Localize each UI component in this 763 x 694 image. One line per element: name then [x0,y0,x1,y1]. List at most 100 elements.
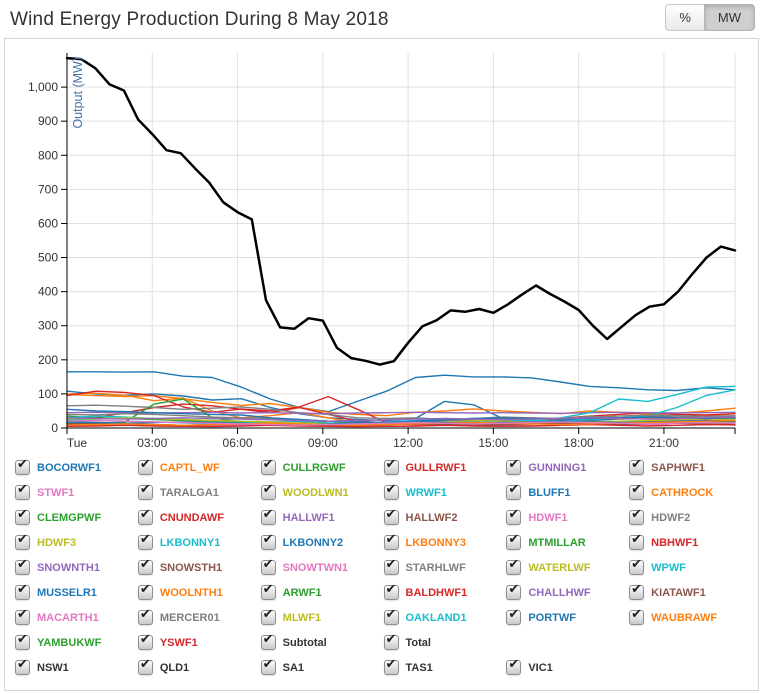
legend-checkbox-cathrock[interactable] [629,481,645,500]
legend-checkbox-hallwf2[interactable] [383,506,399,525]
farm-line-pink-2 [66,419,736,426]
legend-checkbox-yambukwf[interactable] [15,631,30,650]
legend-checkbox-yswf1[interactable] [137,631,153,650]
legend-item-kiatawf1: KIATAWF1 [629,581,750,603]
legend-checkbox-stwf1[interactable] [15,481,30,500]
legend-checkbox-saphwf1[interactable] [629,456,645,475]
y-tick-label: 1,000 [28,80,58,94]
legend-checkbox-musselr1[interactable] [15,581,30,600]
legend-label: WAUBRAWF [651,611,718,624]
wind-production-chart[interactable]: 0 100 200 300 400 500 600 700 800 900 1,000 Tue 03:0… [5,39,758,453]
x-tick-label: 12:00 [393,436,423,450]
legend-label: GUNNING1 [528,461,587,474]
farm-line-purple-1 [66,411,736,415]
legend-item-gunning1: GUNNING1 [506,456,627,478]
x-tick-label: 18:00 [564,436,594,450]
page-title: Wind Energy Production During 8 May 2018 [10,9,389,30]
legend-label: STWF1 [37,486,75,499]
legend-checkbox-total[interactable] [383,631,399,650]
legend-checkbox-captl_wf[interactable] [137,456,153,475]
legend-checkbox-wpwf[interactable] [629,556,645,575]
legend-checkbox-nbhwf1[interactable] [629,531,645,550]
legend-label: STARHLWF [405,561,466,574]
legend-item-snowtwn1: SNOWTWN1 [260,556,382,578]
legend-checkbox-mercer01[interactable] [137,606,153,625]
legend-item-snowsth1: SNOWSTH1 [137,556,259,578]
legend-checkbox-lkbonny2[interactable] [260,531,276,550]
legend-checkbox-lkbonny1[interactable] [137,531,153,550]
legend-checkbox-oakland1[interactable] [383,606,399,625]
legend-item-taralga1: TARALGA1 [137,481,259,503]
legend-label: VIC1 [528,661,553,674]
legend-checkbox-cnundawf[interactable] [137,506,153,525]
legend-label: HALLWF2 [405,511,458,524]
legend-checkbox-nsw1[interactable] [15,656,30,675]
legend-checkbox-mtmillar[interactable] [506,531,522,550]
legend-checkbox-starhlwf[interactable] [383,556,399,575]
legend-checkbox-wrwf1[interactable] [383,481,399,500]
legend-checkbox-hallwf1[interactable] [260,506,276,525]
legend-checkbox-gullrwf1[interactable] [383,456,399,475]
legend-spacer [629,632,750,653]
legend-label: YSWF1 [159,636,198,649]
legend-checkbox-vic1[interactable] [506,656,522,675]
legend-checkbox-snowsth1[interactable] [137,556,153,575]
legend-checkbox-sa1[interactable] [260,656,276,675]
farm-line-purple-2 [66,416,736,422]
percent-toggle-button[interactable]: % [665,4,704,31]
legend-checkbox-clemgpwf[interactable] [15,506,30,525]
legend-checkbox-macarth1[interactable] [15,606,30,625]
legend-label: YAMBUKWF [37,636,102,649]
legend-checkbox-subtotal[interactable] [260,631,276,650]
legend-checkbox-challhwf[interactable] [506,581,522,600]
legend-checkbox-baldhwf1[interactable] [383,581,399,600]
legend-checkbox-bluff1[interactable] [506,481,522,500]
legend-checkbox-qld1[interactable] [137,656,153,675]
legend-item-mtmillar: MTMILLAR [506,531,627,553]
y-tick-label: 700 [38,182,58,196]
legend-checkbox-hdwf3[interactable] [15,531,30,550]
legend-checkbox-waterlwf[interactable] [506,556,522,575]
legend-item-saphwf1: SAPHWF1 [629,456,750,478]
legend-label: WATERLWF [528,561,591,574]
legend-checkbox-tas1[interactable] [383,656,399,675]
legend-label: Total [405,636,431,649]
legend-checkbox-arwf1[interactable] [260,581,276,600]
legend-item-woolnth1: WOOLNTH1 [137,581,259,603]
x-tick-label: 15:00 [478,436,508,450]
mw-toggle-button[interactable]: MW [703,4,755,31]
legend-checkbox-woodlwn1[interactable] [260,481,276,500]
x-tick-label: 03:00 [137,436,167,450]
legend-checkbox-bocorwf1[interactable] [15,456,30,475]
legend-checkbox-snowtwn1[interactable] [260,556,276,575]
legend-item-challhwf: CHALLHWF [506,581,627,603]
legend-item-mlwf1: MLWF1 [260,606,382,628]
x-tick-label: 09:00 [308,436,338,450]
legend-item-arwf1: ARWF1 [260,581,382,603]
legend-label: MUSSELR1 [37,586,97,599]
legend-item-cathrock: CATHROCK [629,481,750,503]
legend-checkbox-mlwf1[interactable] [260,606,276,625]
legend-checkbox-lkbonny3[interactable] [383,531,399,550]
legend-checkbox-taralga1[interactable] [137,481,153,500]
legend-label: SA1 [282,661,305,674]
legend-checkbox-waubrawf[interactable] [629,606,645,625]
farm-line-red-3 [66,423,736,428]
legend-checkbox-gunning1[interactable] [506,456,522,475]
legend-checkbox-cullrgwf[interactable] [260,456,276,475]
legend-item-lkbonny2: LKBONNY2 [260,531,382,553]
legend-checkbox-kiatawf1[interactable] [629,581,645,600]
legend-checkbox-hdwf1[interactable] [506,506,522,525]
legend-label: HDWF2 [651,511,691,524]
legend-checkbox-snownth1[interactable] [15,556,30,575]
legend-checkbox-hdwf2[interactable] [629,506,645,525]
legend-checkbox-woolnth1[interactable] [137,581,153,600]
legend-item-yswf1: YSWF1 [137,631,259,653]
legend-item-hallwf1: HALLWF1 [260,506,382,528]
x-tick-label: Tue [67,436,88,450]
legend-item-bluff1: BLUFF1 [506,481,627,503]
legend-checkbox-portwf[interactable] [506,606,522,625]
legend-label: BALDHWF1 [405,586,468,599]
unit-toggle-group: % MW [665,4,755,31]
legend-label: CULLRGWF [282,461,346,474]
